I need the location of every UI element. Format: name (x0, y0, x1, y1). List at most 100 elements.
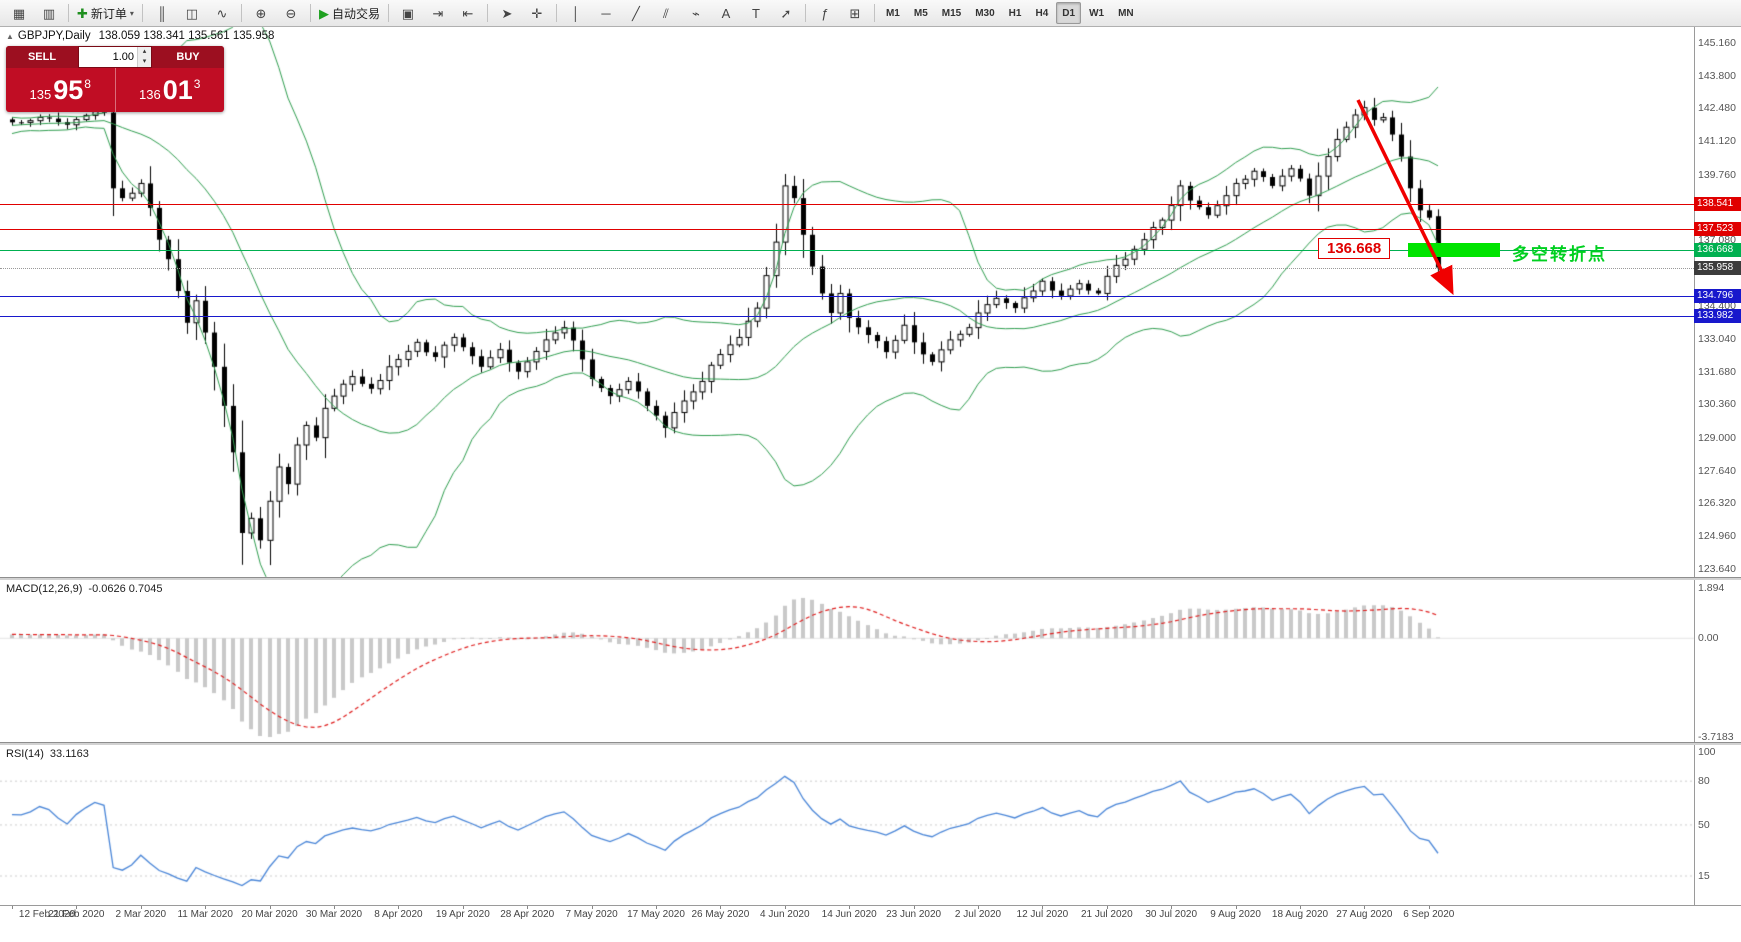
pane-splitter-rsi[interactable] (0, 742, 1741, 745)
timeframe-mn-button[interactable]: MN (1118, 7, 1134, 19)
channel-tool-button[interactable]: ⫽ (651, 1, 681, 25)
zoom-out-button[interactable]: ⊖ (276, 1, 306, 25)
horizontal-line-tool-button[interactable]: ─ (591, 1, 621, 25)
level-line-pivot-136668[interactable] (0, 250, 1694, 252)
tile-windows-icon: ▣ (401, 5, 415, 21)
level-line-current-price[interactable] (0, 267, 1694, 269)
chart-shift-button[interactable]: ⇤ (453, 1, 483, 25)
toolbar-separator (240, 4, 242, 22)
zoom-in-icon: ⊕ (255, 5, 267, 21)
price-scale-label: 127.640 (1698, 464, 1736, 477)
indicator-windows-button[interactable]: ⊞ (840, 1, 870, 25)
timeframe-w1-button[interactable]: W1 (1089, 7, 1105, 19)
sell-price-button[interactable]: 135 95 8 (6, 68, 115, 112)
toolbar: ▦ ▥ ✚ 新订单 ▾ ║ ◫ ∿ ⊕ ⊖ ▶ 自动交易 ▣ ⇥ ⇤ ➤ ✛ │ ─ ╱ ⫽ ⌁ A T ➚ ƒ ⊞ M1 M5 M15 M… (0, 0, 1741, 27)
price-scale-label: 130.360 (1698, 398, 1736, 411)
date-label: 27 Aug 2020 (1336, 909, 1393, 920)
level-line-resistance-1[interactable] (0, 204, 1694, 206)
vertical-line-tool-button[interactable]: │ (561, 1, 591, 25)
buy-price-button[interactable]: 136 01 3 (114, 68, 225, 112)
volume-up-icon[interactable]: ▴ (138, 47, 151, 57)
green-zone-bar[interactable] (1408, 243, 1500, 257)
rsi-scale-label: 50 (1698, 819, 1710, 831)
indicators-button[interactable]: ƒ (810, 1, 840, 25)
arrows-tool-button[interactable]: ➚ (771, 1, 801, 25)
timeframe-d1-button[interactable]: D1 (1056, 2, 1082, 24)
one-click-toggle-icon[interactable]: ▲ (6, 32, 14, 41)
trendline-tool-button[interactable]: ╱ (621, 1, 651, 25)
auto-trading-button[interactable]: ▶ 自动交易 (315, 1, 384, 25)
new-order-icon: ✚ (77, 5, 88, 21)
date-label: 2 Jul 2020 (954, 909, 1002, 920)
price-callout-label[interactable]: 136.668 (1318, 238, 1391, 259)
pane-splitter-macd[interactable] (0, 577, 1741, 580)
rsi-scale-label: 15 (1698, 870, 1710, 882)
date-label: 18 Aug 2020 (1271, 909, 1329, 920)
auto-scroll-button[interactable]: ⇥ (423, 1, 453, 25)
date-label: 28 Apr 2020 (500, 909, 555, 920)
time-axis-tick (1300, 905, 1301, 909)
toolbar-separator (309, 4, 311, 22)
buy-button[interactable]: BUY (152, 46, 224, 68)
date-label: 23 Jun 2020 (886, 909, 942, 920)
date-label: 26 May 2020 (691, 909, 750, 920)
time-axis-tick (1235, 905, 1237, 909)
volume-input[interactable] (79, 50, 137, 64)
date-label: 20 Mar 2020 (241, 909, 298, 920)
timeframe-h1-button[interactable]: H1 (1008, 7, 1022, 19)
fibonacci-tool-button[interactable]: ⌁ (681, 1, 711, 25)
level-line-support-1[interactable] (0, 296, 1694, 297)
time-axis-tick (12, 905, 13, 909)
rsi-scale-label: 100 (1698, 746, 1716, 758)
text-tool-button[interactable]: A (711, 1, 741, 25)
auto-trading-icon: ▶ (318, 5, 329, 21)
timeframe-h4-button[interactable]: H4 (1035, 7, 1049, 19)
timeframe-m5-button[interactable]: M5 (913, 7, 928, 19)
trendline-tool-icon: ╱ (632, 5, 640, 21)
chart-ohlc-values: 138.059 138.341 135.561 135.958 (98, 30, 275, 42)
price-tag-133.982: 133.982 (1694, 308, 1741, 323)
new-order-button[interactable]: ✚ 新订单 ▾ (73, 1, 138, 25)
date-label: 12 Feb 2020 (18, 909, 76, 920)
timeframe-m15-button[interactable]: M15 (941, 7, 962, 19)
chart-line-button[interactable]: ∿ (207, 1, 237, 25)
label-tool-button[interactable]: T (741, 1, 771, 25)
zoom-in-button[interactable]: ⊕ (246, 1, 276, 25)
timeframe-m1-button[interactable]: M1 (885, 7, 900, 19)
time-axis-tick (205, 905, 207, 909)
level-line-resistance-2[interactable] (0, 229, 1694, 231)
price-tag-137.523: 137.523 (1694, 222, 1741, 237)
timeframe-m30-button[interactable]: M30 (975, 7, 995, 19)
date-label: 30 Jul 2020 (1145, 909, 1198, 920)
price-scale-label: 139.760 (1698, 168, 1736, 181)
macd-scale-label: 0.00 (1698, 632, 1719, 645)
price-tag-136.668: 136.668 (1694, 243, 1741, 258)
indicator-windows-icon: ⊞ (849, 5, 861, 21)
chart-candlesticks-button[interactable]: ◫ (177, 1, 207, 25)
time-axis-tick (334, 905, 335, 909)
time-axis-tick (140, 905, 142, 909)
chart-profiles-button[interactable]: ▥ (34, 1, 64, 25)
buy-price-point: 3 (193, 77, 201, 91)
chart-profiles-icon: ▥ (42, 5, 56, 21)
cursor-icon: ➤ (501, 5, 513, 21)
time-axis-tick (1364, 905, 1366, 909)
zone-annotation-text[interactable]: 多空转折点 (1512, 245, 1607, 264)
level-line-support-2[interactable] (0, 315, 1694, 317)
sell-button[interactable]: SELL (6, 46, 78, 68)
crosshair-button[interactable]: ✛ (522, 1, 552, 25)
cursor-button[interactable]: ➤ (492, 1, 522, 25)
horizontal-line-tool-icon: ─ (601, 5, 611, 21)
date-label: 12 Jul 2020 (1016, 909, 1069, 920)
toolbar-separator (141, 4, 143, 22)
sell-price-pips: 95 (53, 74, 84, 105)
tile-windows-button[interactable]: ▣ (393, 1, 423, 25)
volume-down-icon[interactable]: ▾ (138, 57, 151, 67)
auto-scroll-icon: ⇥ (432, 5, 444, 21)
chart-bars-button[interactable]: ║ (147, 1, 177, 25)
date-label: 11 Mar 2020 (177, 909, 233, 920)
new-chart-button[interactable]: ▦ (4, 1, 34, 25)
price-tag-135.958: 135.958 (1694, 260, 1741, 275)
